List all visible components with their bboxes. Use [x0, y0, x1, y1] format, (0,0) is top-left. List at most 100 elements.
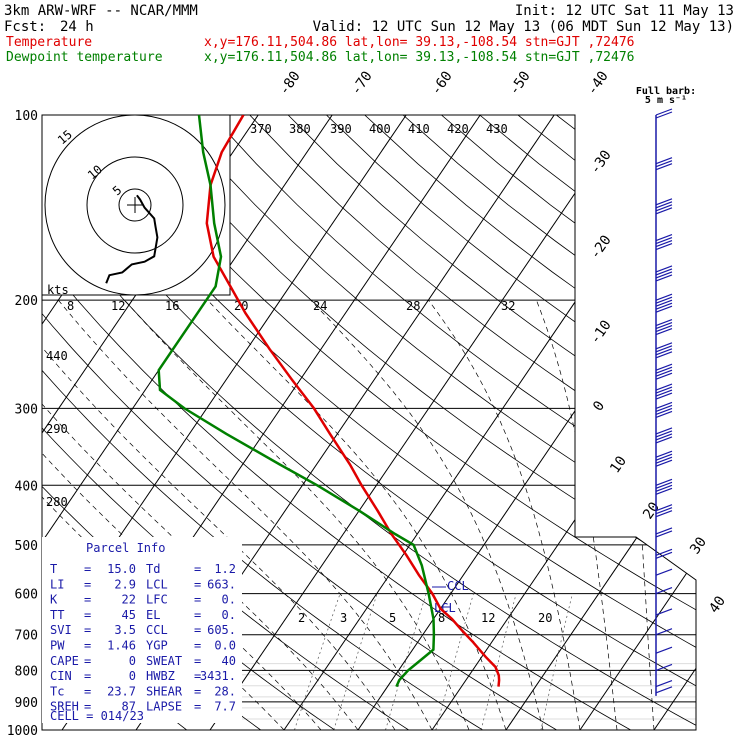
dry-adiabat-320	[42, 115, 696, 730]
parcel-key-1: LI	[50, 577, 64, 591]
parcel-eq2-3: =	[194, 608, 201, 622]
parcel-eq-7: =	[84, 669, 91, 683]
parcel-cell: CELL = 014/23	[50, 709, 144, 723]
hodograph-ring-10	[86, 156, 184, 254]
wind-barb-480	[655, 527, 673, 538]
dry-adiabat-390	[249, 115, 696, 730]
barb-flag	[655, 268, 673, 276]
isotherm--10	[283, 115, 696, 730]
parcel-eq-9: =	[84, 700, 91, 714]
barb-flag	[655, 319, 673, 327]
parcel-eq2-7: =	[194, 669, 201, 683]
parcel-key2-0: Td	[146, 562, 160, 576]
dry-adiabat-380	[211, 115, 696, 730]
parcel-value-9: 87	[122, 700, 136, 714]
isotherm-label--30: -30	[587, 147, 615, 177]
barb-flag	[655, 404, 673, 412]
wind-barb-800	[655, 663, 673, 671]
wind-barb-330	[655, 427, 673, 444]
wind-barb-850	[655, 680, 673, 688]
barb-flag	[655, 302, 673, 310]
parcel-value2-9: 7.7	[214, 700, 236, 714]
parcel-value2-5: 0.0	[214, 639, 236, 653]
barb-flag	[655, 239, 673, 248]
dewpoint-legend: Dewpoint temperature	[6, 50, 163, 65]
theta-label-8: 290	[46, 422, 68, 436]
parcel-value-3: 45	[122, 608, 136, 622]
parcel-eq2-8: =	[194, 684, 201, 698]
theta-label-7: 440	[46, 349, 68, 363]
valid-time: Valid: 12 UTC Sun 12 May 13 (06 MDT Sun …	[313, 19, 734, 35]
wind-barb-140	[655, 198, 673, 215]
hodograph-speed-label-6: 32	[501, 299, 515, 313]
isotherm-30	[579, 115, 696, 730]
parcel-key2-2: LFC	[146, 593, 168, 607]
barb-flag	[655, 293, 673, 301]
barb-key-title: Full barb:	[636, 86, 696, 97]
mixing-ratio-label-2: 5	[389, 611, 396, 625]
barb-flag	[655, 436, 673, 444]
pressure-label-700: 700	[15, 629, 38, 644]
barb-flag	[655, 507, 673, 515]
barb-flag	[655, 587, 673, 595]
ccl-label: CCL	[447, 579, 469, 593]
barb-flag	[655, 369, 673, 377]
parcel-eq-2: =	[84, 593, 91, 607]
barb-flag	[655, 481, 673, 489]
parcel-key2-9: LAPSE	[146, 700, 182, 714]
dry-adiabat-440	[441, 115, 696, 730]
mixing-ratio-label-0: 2	[298, 611, 305, 625]
theta-label-9: 280	[46, 495, 68, 509]
hodograph-unit: kts	[47, 283, 69, 297]
pressure-label-800: 800	[15, 664, 38, 679]
moist-adiabat-40	[620, 300, 655, 730]
hodograph-speed-label-4: 24	[313, 299, 327, 313]
parcel-eq2-6: =	[194, 654, 201, 668]
wind-barb-440	[655, 504, 673, 518]
mixing-ratio-label-1: 3	[340, 611, 347, 625]
barb-flag	[655, 430, 673, 438]
model-title: 3km ARW-WRF -- NCAR/MMM	[4, 3, 198, 19]
barb-flag	[655, 453, 673, 461]
dewpoint-profile	[157, 115, 436, 688]
wind-barb-180	[655, 265, 673, 282]
parcel-key-8: Tc	[50, 684, 64, 698]
mixing-ratio-label-4: 12	[481, 611, 495, 625]
forecast-hour: 24 h	[60, 19, 94, 35]
barb-flag	[655, 108, 673, 116]
wind-barb-520	[655, 548, 673, 559]
parcel-key2-3: EL	[146, 608, 160, 622]
barb-flag	[655, 236, 673, 245]
barb-flag	[655, 548, 673, 556]
parcel-key2-1: LCL	[146, 577, 168, 591]
barb-flag	[655, 201, 673, 209]
isotherm-label-0: 0	[590, 398, 608, 414]
wind-barb-750	[655, 646, 673, 654]
wind-barb-200	[655, 293, 673, 313]
isotherm-label-40: 40	[706, 593, 729, 616]
wind-barb-560	[655, 568, 673, 576]
dry-adiabat-410	[326, 115, 696, 730]
moist-adiabat-0	[42, 299, 359, 730]
hodograph-speed-label-2: 16	[165, 299, 179, 313]
moist-adiabat-20	[207, 299, 507, 730]
dry-adiabat-300	[42, 115, 557, 730]
barb-flag	[655, 342, 673, 350]
isotherm-label--60: -60	[428, 68, 456, 98]
barb-flag	[655, 401, 673, 409]
parcel-eq-0: =	[84, 562, 91, 576]
parcel-key2-5: YGP	[146, 639, 168, 653]
wind-barb-280	[655, 383, 673, 400]
barb-flag	[655, 487, 673, 495]
isotherm-label--70: -70	[348, 68, 376, 98]
isotherm-label-30: 30	[687, 534, 710, 557]
parcel-eq2-1: =	[194, 577, 201, 591]
temperature-legend: Temperature	[6, 35, 92, 50]
barb-flag	[655, 299, 673, 307]
parcel-info-panel: Parcel Info T = 15.0 Td = 1.2 LI = 2.9 LCL = 663. K =…	[42, 537, 242, 723]
parcel-info-background	[42, 537, 242, 723]
parcel-value2-7: 3431.	[200, 669, 236, 683]
dry-adiabat-450	[479, 115, 696, 730]
wind-barb-240	[655, 342, 673, 359]
